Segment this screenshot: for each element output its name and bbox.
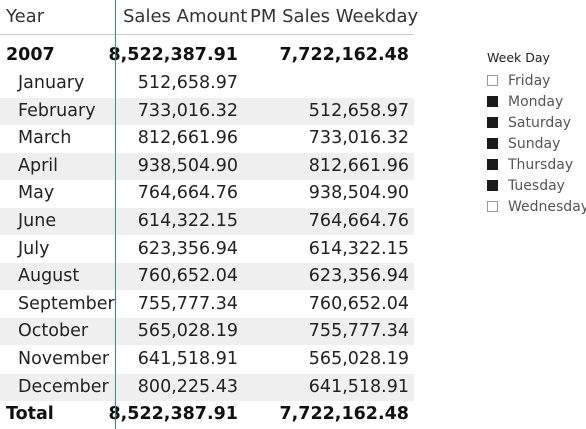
month-pm: 623,356.94 — [308, 266, 409, 287]
month-sales: 565,028.19 — [137, 321, 238, 342]
month-label: March — [18, 128, 72, 149]
unchecked-checkbox-icon[interactable] — [487, 201, 498, 212]
month-row[interactable]: September 755,777.34 760,652.04 — [0, 291, 414, 318]
matrix-header-row: Year Sales Amount PM Sales Weekday — [0, 0, 418, 35]
total-sales: 8,522,387.91 — [108, 404, 238, 424]
month-sales: 641,518.91 — [137, 349, 238, 369]
month-row[interactable]: May 764,664.76 938,504.90 — [0, 180, 414, 207]
month-label: December — [18, 376, 109, 397]
header-pm-sales-weekday[interactable]: PM Sales Weekday — [250, 6, 419, 27]
week-day-slicer: Week Day Friday Monday Saturday Sunday Thurs… — [487, 48, 586, 217]
slicer-item-label: Wednesday — [508, 198, 586, 215]
month-sales: 760,652.04 — [137, 266, 238, 287]
header-year[interactable]: Year — [6, 6, 45, 27]
month-label: November — [18, 349, 110, 369]
month-pm: 755,777.34 — [308, 321, 409, 342]
month-label: July — [18, 238, 50, 259]
slicer-item[interactable]: Thursday — [487, 154, 586, 175]
month-pm: 812,661.96 — [308, 155, 409, 176]
month-label: June — [18, 211, 57, 231]
slicer-item-label: Tuesday — [508, 177, 565, 194]
slicer-item[interactable]: Friday — [487, 70, 586, 91]
sales-matrix: Year Sales Amount PM Sales Weekday 2007 … — [0, 0, 418, 429]
unchecked-checkbox-icon[interactable] — [487, 75, 498, 86]
slicer-item-label: Saturday — [508, 114, 572, 131]
month-row[interactable]: January 512,658.97 — [0, 70, 414, 97]
month-sales: 614,322.15 — [137, 211, 238, 231]
month-sales: 623,356.94 — [137, 238, 238, 259]
slicer-item[interactable]: Sunday — [487, 133, 586, 154]
month-label: May — [18, 183, 55, 204]
month-label: August — [18, 266, 80, 287]
checked-checkbox-icon[interactable] — [487, 96, 498, 107]
month-sales: 812,661.96 — [137, 128, 238, 149]
month-row[interactable]: July 623,356.94 614,322.15 — [0, 236, 414, 263]
year-sales: 8,522,387.91 — [108, 45, 238, 65]
slicer-item[interactable]: Tuesday — [487, 175, 586, 196]
month-pm: 764,664.76 — [308, 211, 409, 231]
year-label: 2007 — [6, 45, 55, 65]
total-pm: 7,722,162.48 — [279, 404, 409, 424]
month-sales: 512,658.97 — [137, 73, 238, 93]
slicer-item-label: Thursday — [508, 156, 574, 173]
month-sales: 938,504.90 — [137, 155, 238, 176]
slicer-item[interactable]: Wednesday — [487, 196, 586, 217]
slicer-item-label: Friday — [508, 72, 551, 89]
slicer-item-label: Sunday — [508, 135, 561, 152]
month-pm: 733,016.32 — [308, 128, 409, 149]
month-pm: 565,028.19 — [308, 349, 409, 369]
checked-checkbox-icon[interactable] — [487, 138, 498, 149]
month-pm: 614,322.15 — [308, 238, 409, 259]
month-pm: 641,518.91 — [308, 376, 409, 397]
header-sales-amount[interactable]: Sales Amount — [123, 6, 248, 27]
month-row[interactable]: February 733,016.32 512,658.97 — [0, 97, 414, 125]
total-row: Total 8,522,387.91 7,722,162.48 — [0, 401, 414, 428]
month-row[interactable]: March 812,661.96 733,016.32 — [0, 125, 414, 152]
year-pm: 7,722,162.48 — [279, 45, 409, 65]
month-sales: 755,777.34 — [137, 293, 238, 314]
checked-checkbox-icon[interactable] — [487, 180, 498, 191]
year-row[interactable]: 2007 8,522,387.91 7,722,162.48 — [0, 42, 414, 69]
slicer-item-label: Monday — [508, 93, 564, 110]
month-sales: 733,016.32 — [137, 100, 238, 121]
total-label: Total — [6, 404, 54, 424]
checked-checkbox-icon[interactable] — [487, 117, 498, 128]
month-label: October — [18, 321, 89, 342]
month-pm: 512,658.97 — [308, 100, 409, 121]
month-row[interactable]: December 800,225.43 641,518.91 — [0, 373, 414, 401]
slicer-title: Week Day — [487, 50, 550, 65]
month-row[interactable]: November 641,518.91 565,028.19 — [0, 346, 414, 373]
month-label: February — [18, 100, 96, 121]
month-sales: 764,664.76 — [137, 183, 238, 204]
checked-checkbox-icon[interactable] — [487, 159, 498, 170]
slicer-item[interactable]: Saturday — [487, 112, 586, 133]
month-label: January — [18, 73, 85, 93]
month-label: September — [18, 293, 115, 314]
month-row[interactable]: October 565,028.19 755,777.34 — [0, 318, 414, 346]
month-row[interactable]: August 760,652.04 623,356.94 — [0, 263, 414, 291]
month-pm: 938,504.90 — [308, 183, 409, 204]
column-divider — [115, 0, 116, 429]
month-label: April — [18, 155, 58, 176]
month-row[interactable]: April 938,504.90 812,661.96 — [0, 152, 414, 180]
month-row[interactable]: June 614,322.15 764,664.76 — [0, 208, 414, 235]
month-sales: 800,225.43 — [137, 376, 238, 397]
slicer-item[interactable]: Monday — [487, 91, 586, 112]
month-pm: 760,652.04 — [308, 293, 409, 314]
